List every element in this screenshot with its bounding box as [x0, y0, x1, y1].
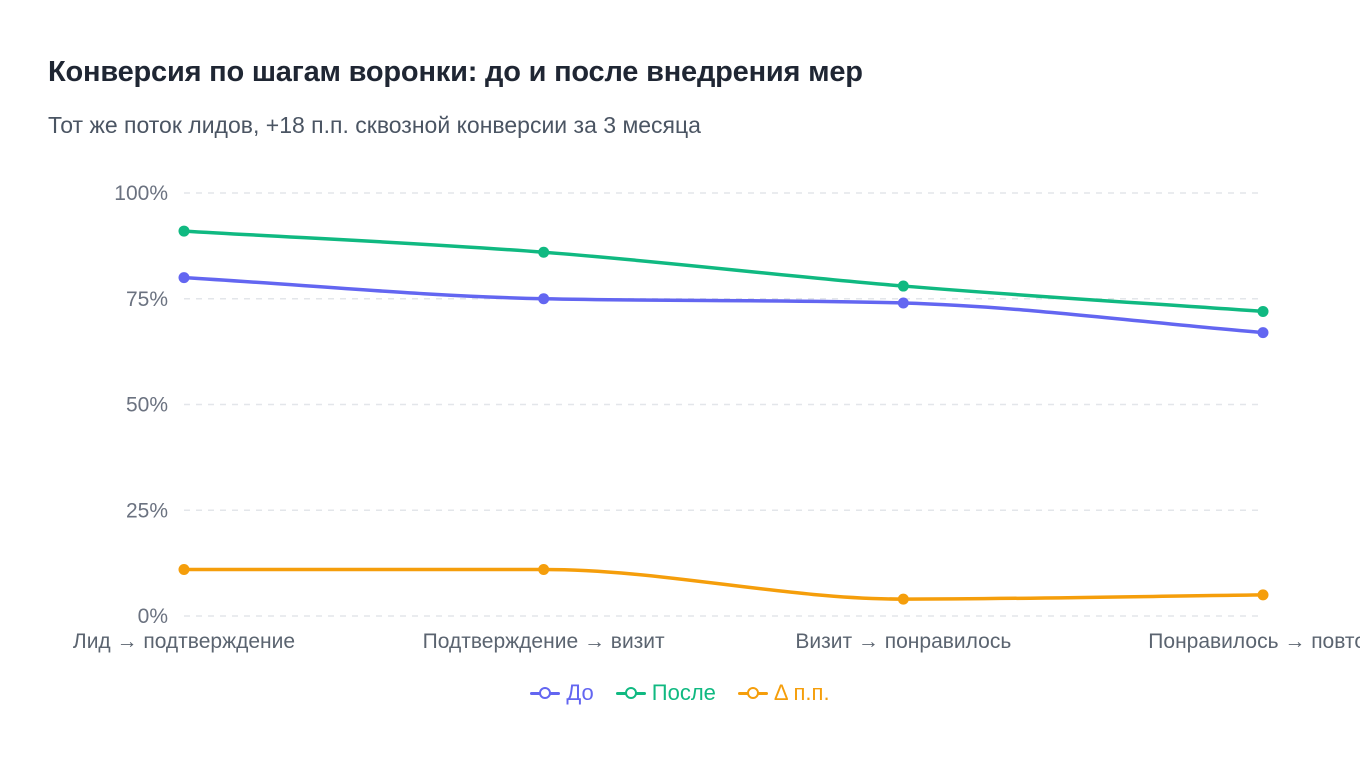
legend-label: Δ п.п. — [773, 680, 830, 705]
data-point — [1257, 305, 1269, 317]
y-tick-label: 0% — [138, 605, 168, 628]
series-0 — [178, 272, 1269, 339]
y-tick-label: 25% — [126, 499, 168, 522]
y-axis-ticks: 0% 25% 50% 75% 100% — [114, 182, 168, 628]
legend-swatch-icon — [615, 686, 646, 700]
series-lines — [178, 225, 1269, 605]
data-point — [178, 272, 190, 284]
y-tick-label: 50% — [126, 394, 168, 417]
legend-item[interactable]: До — [530, 680, 594, 706]
series-2 — [178, 563, 1269, 605]
legend-swatch-icon — [737, 686, 768, 700]
x-tick-label: Лид → подтверждение — [73, 630, 295, 653]
data-point — [897, 280, 909, 292]
legend-label: До — [566, 680, 594, 705]
x-axis-ticks: Лид → подтверждение Подтверждение → визит… — [73, 630, 1360, 653]
data-point — [897, 593, 909, 605]
series-line — [182, 275, 1265, 335]
chart-subtitle: Тот же поток лидов, +18 п.п. сквозной ко… — [48, 112, 701, 138]
data-point — [178, 225, 190, 237]
data-point — [1257, 589, 1269, 601]
data-point — [897, 297, 909, 309]
chart-legend: До После Δ п.п. — [0, 680, 1360, 706]
legend-item[interactable]: После — [615, 680, 716, 706]
data-point — [538, 246, 550, 258]
legend-swatch-icon — [530, 686, 561, 700]
gridlines — [184, 192, 1259, 617]
series-line — [182, 567, 1265, 601]
x-tick-label: Визит → понравилось — [795, 630, 1011, 653]
y-tick-label: 100% — [114, 182, 168, 205]
chart-title: Конверсия по шагам воронки: до и после в… — [48, 56, 863, 88]
x-tick-label: Подтверждение → визит — [423, 630, 665, 653]
series-1 — [178, 225, 1269, 317]
x-tick-label: Понравилось → повтор — [1148, 630, 1360, 653]
y-tick-label: 75% — [126, 288, 168, 311]
data-point — [178, 563, 190, 575]
series-line — [182, 229, 1265, 314]
data-point — [1257, 327, 1269, 339]
data-point — [538, 563, 550, 575]
data-point — [538, 293, 550, 305]
legend-item[interactable]: Δ п.п. — [737, 680, 830, 706]
legend-label: После — [651, 680, 716, 705]
